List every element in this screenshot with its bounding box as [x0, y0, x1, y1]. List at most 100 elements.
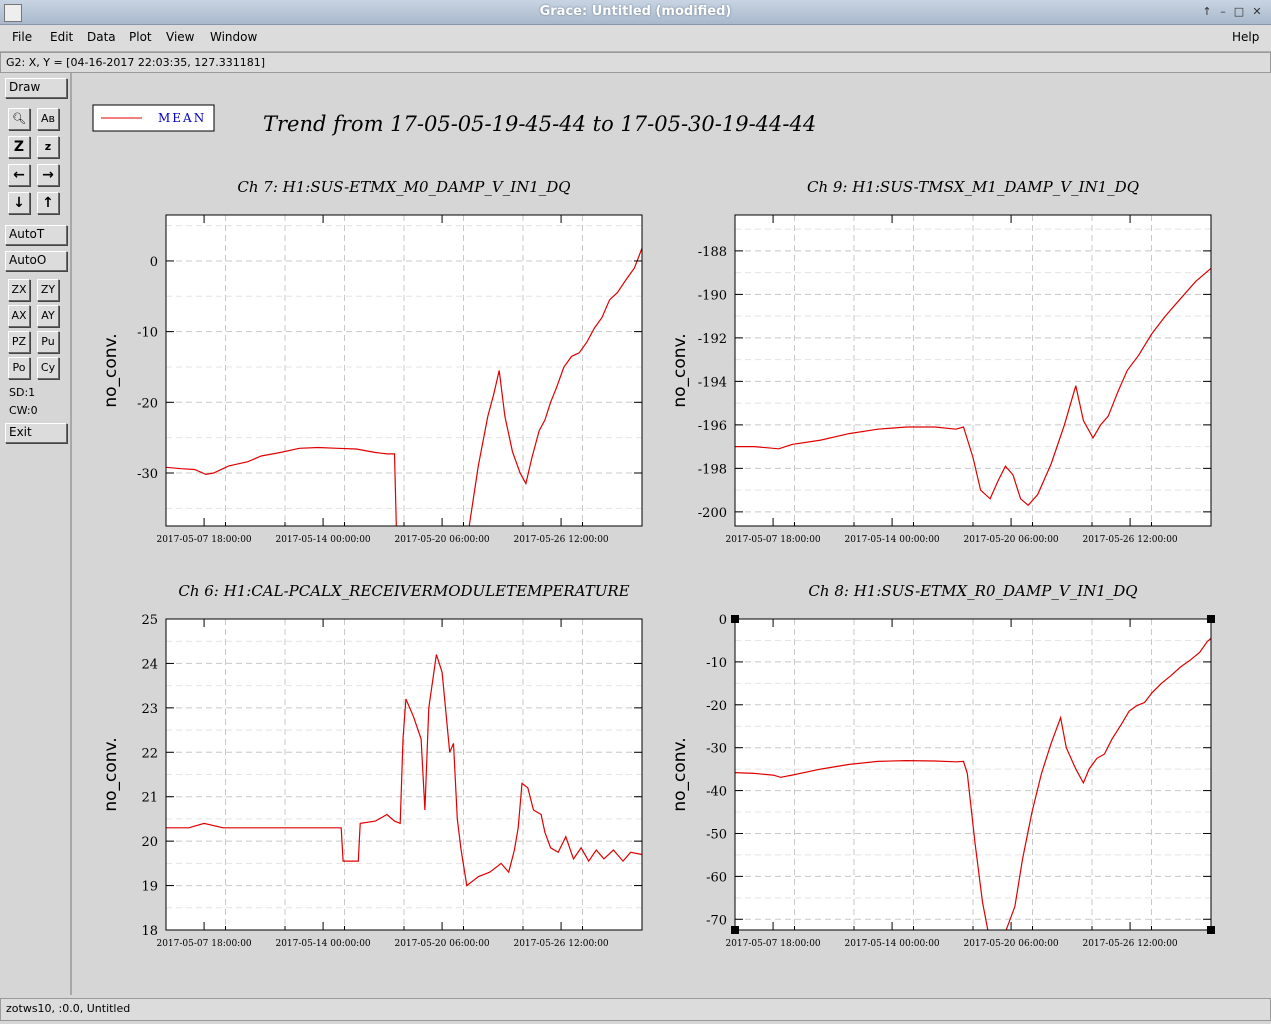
ax-button[interactable]: AX	[8, 305, 30, 327]
series-line-2	[735, 267, 1211, 507]
x-tick-label: 2017-05-07 18:00:00	[156, 535, 251, 545]
window-up-icon[interactable]: ↑	[1202, 5, 1212, 18]
pu-button[interactable]: Pu	[37, 331, 59, 353]
draw-button[interactable]: Draw	[5, 78, 67, 98]
y-tick-label: -30	[706, 742, 727, 757]
window-titlebar[interactable]: Grace: Untitled (modified) ↑ – □ ✕	[0, 0, 1271, 25]
zoom-magnifier-icon[interactable]: 🔍︎	[8, 108, 30, 130]
status-bar: zotws10, :0.0, Untitled	[0, 998, 1271, 1021]
y-tick-label: -20	[137, 396, 158, 411]
y-axis-label: no_conv.	[101, 333, 121, 407]
menu-data[interactable]: Data	[87, 30, 116, 44]
y-tick-label: 19	[141, 880, 158, 895]
x-tick-label: 2017-05-20 06:00:00	[394, 939, 489, 949]
y-tick-label: 23	[141, 702, 158, 717]
x-tick-label: 2017-05-26 12:00:00	[1082, 939, 1177, 949]
y-tick-label: -50	[706, 827, 727, 842]
x-tick-label: 2017-05-07 18:00:00	[725, 535, 820, 545]
maximize-icon[interactable]: □	[1233, 5, 1245, 18]
y-tick-label: -198	[698, 462, 727, 477]
status-text: zotws10, :0.0, Untitled	[6, 1002, 131, 1015]
x-tick-label: 2017-05-14 00:00:00	[844, 939, 939, 949]
selection-handle[interactable]	[731, 615, 739, 623]
zoom-out-icon[interactable]: z	[37, 136, 59, 158]
y-axis-label: no_conv.	[670, 737, 690, 811]
pz-button[interactable]: PZ	[8, 331, 30, 353]
y-tick-label: -10	[706, 656, 727, 671]
chart-panel-1[interactable]: 0 -10 -20 -30 2017-05-07 18:00:00 2017-05-14 …	[101, 178, 643, 545]
menubar: File Edit Data Plot View Window Help	[0, 25, 1271, 52]
y-tick-label: -190	[698, 288, 727, 303]
y-tick-label: 0	[719, 613, 727, 628]
y-tick-label: -40	[706, 785, 727, 800]
arrow-up-icon[interactable]: ↑	[37, 192, 59, 214]
y-tick-label: 20	[141, 835, 158, 850]
y-tick-label: -188	[698, 245, 727, 260]
x-tick-label: 2017-05-14 00:00:00	[275, 939, 370, 949]
toolbar: Draw 🔍︎ Aв Z z ← → ↓ ↑ AutoT AutoO ZX ZY…	[0, 73, 72, 995]
menu-plot[interactable]: Plot	[129, 30, 152, 44]
chart-panel-2[interactable]: -188 -190 -192 -194 -196 -198 -200 2017-05-07 1…	[670, 178, 1212, 545]
autoo-button[interactable]: AutoO	[5, 251, 67, 271]
current-world-label: CW:0	[9, 404, 38, 417]
y-tick-label: -70	[706, 913, 727, 928]
locator-text: G2: X, Y = [04-16-2017 22:03:35, 127.331…	[6, 56, 266, 69]
x-tick-label: 2017-05-07 18:00:00	[725, 939, 820, 949]
x-tick-label: 2017-05-14 00:00:00	[275, 535, 370, 545]
plot-canvas[interactable]: MEAN Trend from 17-05-05-19-45-44 to 17-…	[74, 74, 1268, 994]
y-tick-label: 18	[141, 924, 158, 939]
selection-handle[interactable]	[1207, 926, 1215, 934]
ay-button[interactable]: AY	[37, 305, 59, 327]
zy-button[interactable]: ZY	[37, 279, 59, 301]
legend-label: MEAN	[158, 111, 206, 125]
locator-bar: G2: X, Y = [04-16-2017 22:03:35, 127.331…	[0, 52, 1271, 73]
y-axis-label: no_conv.	[670, 333, 690, 407]
zx-button[interactable]: ZX	[8, 279, 30, 301]
close-icon[interactable]: ✕	[1252, 5, 1262, 18]
chart-panel-4[interactable]: 0 -10 -20 -30 -40 -50 -60 -70 2017-05-07 18:00:0…	[670, 582, 1212, 949]
y-tick-label: -194	[698, 375, 727, 390]
selection-handle[interactable]	[1207, 615, 1215, 623]
minimize-icon[interactable]: –	[1220, 5, 1226, 18]
y-tick-label: -60	[706, 870, 727, 885]
y-tick-label: 21	[141, 791, 158, 806]
x-tick-label: 2017-05-26 12:00:00	[1082, 535, 1177, 545]
legend-box[interactable]: MEAN	[92, 104, 215, 132]
x-tick-label: 2017-05-20 06:00:00	[963, 535, 1058, 545]
x-tick-label: 2017-05-20 06:00:00	[394, 535, 489, 545]
x-tick-label: 2017-05-14 00:00:00	[844, 535, 939, 545]
chart-title: Ch 9: H1:SUS-TMSX_M1_DAMP_V_IN1_DQ	[807, 178, 1139, 196]
x-tick-label: 2017-05-26 12:00:00	[513, 535, 608, 545]
menu-edit[interactable]: Edit	[50, 30, 74, 44]
menu-view[interactable]: View	[166, 30, 195, 44]
y-tick-label: -192	[698, 332, 727, 347]
series-line-3	[166, 654, 642, 887]
chart-title: Ch 8: H1:SUS-ETMX_R0_DAMP_V_IN1_DQ	[808, 582, 1137, 600]
y-tick-label: 22	[141, 746, 158, 761]
po-button[interactable]: Po	[8, 357, 30, 379]
menu-help[interactable]: Help	[1232, 30, 1260, 44]
y-tick-label: 24	[141, 657, 158, 672]
x-tick-label: 2017-05-20 06:00:00	[963, 939, 1058, 949]
app-icon[interactable]	[4, 4, 22, 22]
plot-area-svg[interactable]: MEAN Trend from 17-05-05-19-45-44 to 17-…	[74, 74, 1268, 994]
exit-button[interactable]: Exit	[5, 423, 67, 443]
y-tick-label: -20	[706, 699, 727, 714]
y-axis-label: no_conv.	[101, 737, 121, 811]
cy-button[interactable]: Cy	[37, 357, 59, 379]
text-annotation-icon[interactable]: Aв	[37, 108, 59, 130]
autot-button[interactable]: AutoT	[5, 225, 67, 245]
x-tick-label: 2017-05-26 12:00:00	[513, 939, 608, 949]
zoom-in-icon[interactable]: Z	[8, 136, 30, 158]
menu-file[interactable]: File	[12, 30, 33, 44]
arrow-down-icon[interactable]: ↓	[8, 192, 30, 214]
selection-handle[interactable]	[731, 926, 739, 934]
window-title: Grace: Untitled (modified)	[539, 4, 732, 19]
arrow-right-icon[interactable]: →	[37, 164, 59, 186]
menu-window[interactable]: Window	[210, 30, 258, 44]
main-title: Trend from 17-05-05-19-45-44 to 17-05-30…	[263, 112, 816, 136]
arrow-left-icon[interactable]: ←	[8, 164, 30, 186]
chart-title: Ch 6: H1:CAL-PCALX_RECEIVERMODULETEMPERA…	[178, 582, 629, 600]
chart-title: Ch 7: H1:SUS-ETMX_M0_DAMP_V_IN1_DQ	[237, 178, 570, 196]
